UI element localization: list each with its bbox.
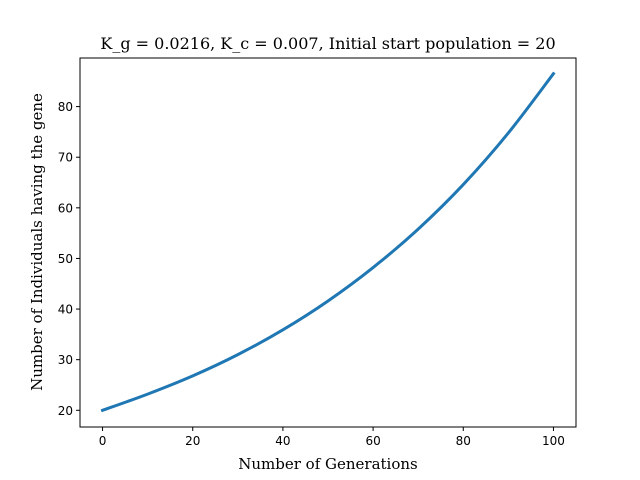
- x-tick-label: 100: [542, 434, 565, 448]
- y-tick-label: 80: [58, 100, 73, 114]
- x-tick-label: 0: [99, 434, 107, 448]
- y-tick-label: 60: [58, 201, 73, 215]
- x-tick-label: 60: [365, 434, 380, 448]
- x-axis-label: Number of Generations: [238, 455, 418, 473]
- y-axis-label: Number of Individuals having the gene: [28, 93, 46, 391]
- chart-title: K_g = 0.0216, K_c = 0.007, Initial start…: [100, 34, 555, 53]
- y-tick-label: 20: [58, 404, 73, 418]
- plot-area: 0 20 40 60 80 100 20 30 40 50 60 70 80: [58, 57, 577, 448]
- x-tick-label: 80: [456, 434, 471, 448]
- y-tick-label: 30: [58, 353, 73, 367]
- plot-frame: [79, 57, 577, 428]
- y-tick-label: 50: [58, 252, 73, 266]
- y-tick-label: 70: [58, 151, 73, 165]
- x-tick-label: 20: [185, 434, 200, 448]
- y-tick-label: 40: [58, 303, 73, 317]
- series-line-0: [100, 71, 556, 413]
- x-tick-label: 40: [275, 434, 290, 448]
